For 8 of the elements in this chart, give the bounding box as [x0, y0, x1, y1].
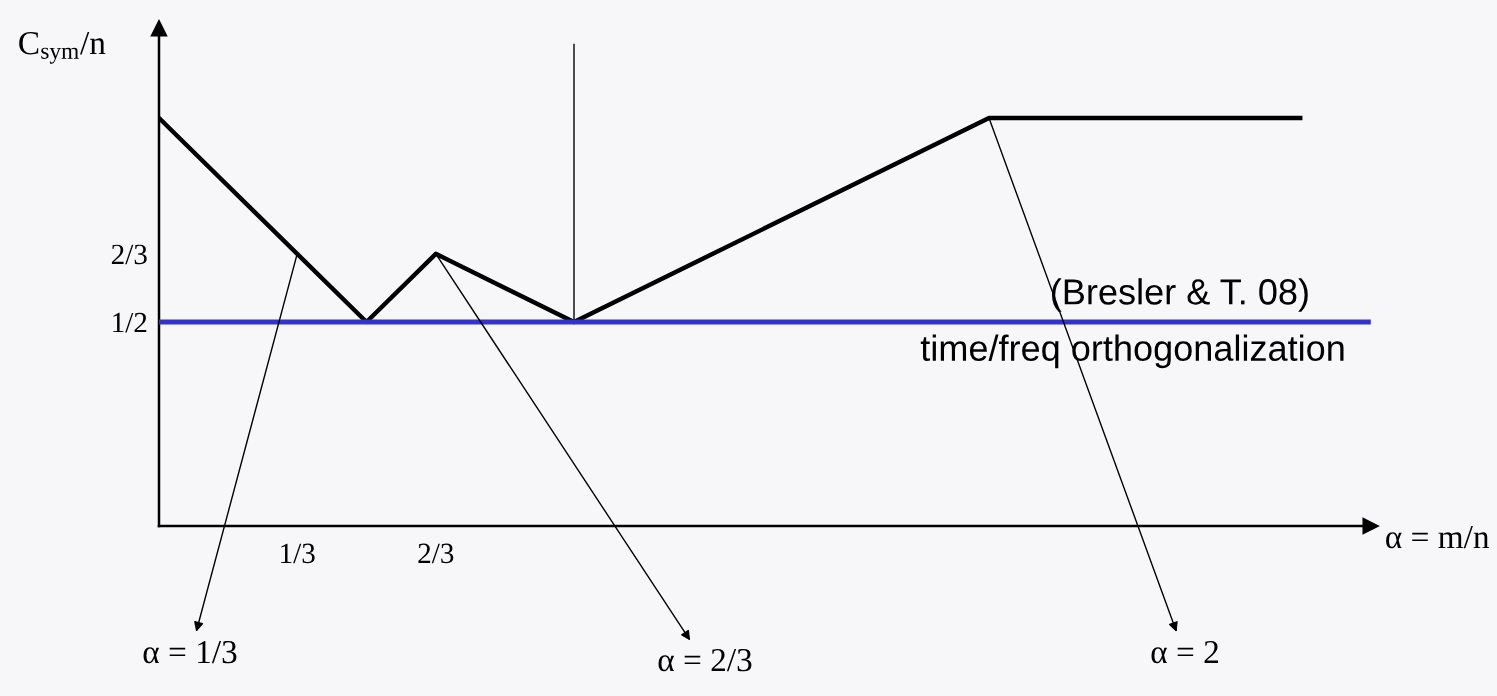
y-axis-title: C$_{sym}$/n	[19, 32, 106, 64]
annotation: (Bresler & T. 08)	[1052, 278, 1308, 312]
annotation: α = 2	[1151, 640, 1218, 664]
x-tick-label: 1/3	[281, 543, 315, 564]
annotation: α = 1/3	[143, 640, 237, 664]
x-axis-title: α = m/n	[1386, 526, 1490, 549]
annotation: α = 2/3	[658, 648, 752, 672]
y-tick-label: 1/2	[113, 312, 147, 333]
